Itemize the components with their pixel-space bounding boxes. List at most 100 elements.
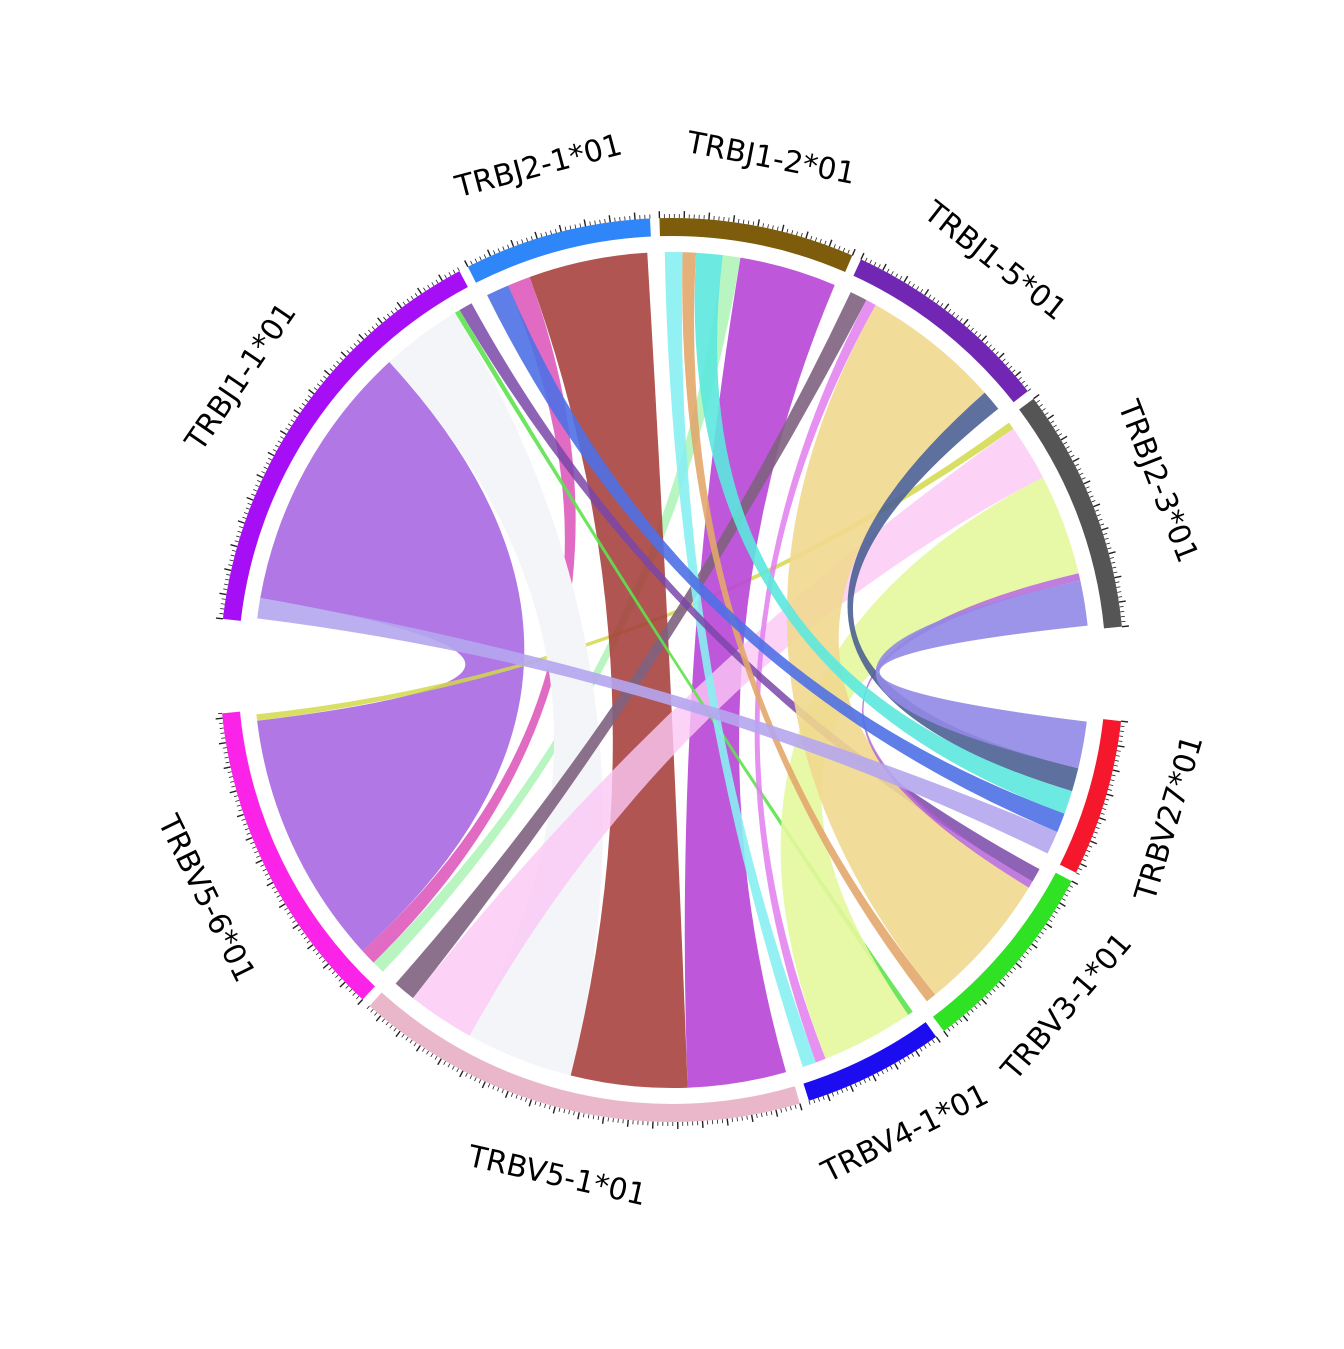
tick-mark bbox=[290, 916, 293, 918]
tick-mark bbox=[255, 485, 259, 487]
tick-mark bbox=[1109, 552, 1116, 554]
tick-mark bbox=[368, 330, 371, 333]
tick-mark bbox=[851, 1085, 854, 1091]
tick-mark bbox=[228, 772, 232, 773]
tick-mark bbox=[985, 341, 988, 344]
tick-mark bbox=[277, 895, 280, 897]
tick-mark bbox=[221, 738, 225, 739]
tick-mark bbox=[1064, 442, 1067, 444]
tick-mark bbox=[265, 874, 269, 876]
tick-mark bbox=[1032, 944, 1038, 948]
tick-mark bbox=[261, 865, 265, 867]
tick-mark bbox=[870, 260, 872, 264]
tick-mark bbox=[231, 786, 235, 787]
tick-mark bbox=[1100, 524, 1104, 525]
tick-mark bbox=[873, 1075, 876, 1081]
tick-mark bbox=[809, 1101, 810, 1105]
tick-mark bbox=[374, 1012, 377, 1015]
tick-mark bbox=[219, 743, 226, 744]
tick-mark bbox=[904, 276, 908, 282]
tick-mark bbox=[1115, 582, 1119, 583]
tick-mark bbox=[1118, 597, 1122, 598]
tick-mark bbox=[1064, 894, 1067, 896]
tick-mark bbox=[570, 226, 571, 230]
tick-mark bbox=[948, 309, 950, 312]
tick-mark bbox=[354, 343, 357, 346]
tick-mark bbox=[367, 1006, 370, 1009]
tick-mark bbox=[411, 296, 413, 299]
tick-mark bbox=[882, 1070, 884, 1074]
tick-mark bbox=[787, 229, 788, 233]
tick-mark bbox=[600, 220, 601, 224]
tick-mark bbox=[916, 1051, 920, 1057]
tick-mark bbox=[1105, 538, 1109, 539]
tick-mark bbox=[1082, 478, 1086, 480]
segment-label: TRBV4-1*01 bbox=[815, 1077, 994, 1190]
segment-label: TRBJ2-3*01 bbox=[1110, 395, 1205, 568]
tick-mark bbox=[1088, 491, 1092, 493]
tick-mark bbox=[1034, 395, 1040, 399]
tick-mark bbox=[232, 550, 236, 551]
tick-mark bbox=[1095, 510, 1099, 511]
tick-mark bbox=[546, 232, 547, 236]
tick-mark bbox=[598, 1116, 599, 1120]
tick-mark bbox=[479, 1080, 481, 1084]
tick-mark bbox=[273, 449, 277, 451]
tick-mark bbox=[257, 480, 261, 482]
tick-mark bbox=[1019, 959, 1022, 962]
tick-mark bbox=[771, 1111, 772, 1115]
tick-mark bbox=[848, 250, 850, 254]
tick-mark bbox=[540, 1103, 541, 1107]
tick-mark bbox=[1039, 404, 1042, 406]
tick-mark bbox=[253, 489, 257, 491]
tick-mark bbox=[452, 1066, 454, 1070]
tick-mark bbox=[238, 810, 242, 811]
tick-mark bbox=[457, 1068, 459, 1072]
tick-mark bbox=[402, 1034, 404, 1037]
tick-mark bbox=[1114, 765, 1118, 766]
tick-mark bbox=[238, 521, 245, 523]
tick-mark bbox=[777, 227, 778, 231]
tick-mark bbox=[874, 262, 876, 266]
tick-mark bbox=[256, 856, 260, 858]
tick-mark bbox=[1028, 389, 1031, 391]
tick-mark bbox=[480, 257, 482, 261]
tick-mark bbox=[223, 748, 227, 749]
tick-mark bbox=[908, 281, 910, 284]
tick-mark bbox=[396, 1031, 400, 1037]
tick-mark bbox=[242, 517, 246, 518]
tick-mark bbox=[544, 1104, 545, 1108]
tick-mark bbox=[228, 565, 232, 566]
tick-mark bbox=[772, 225, 773, 229]
tick-mark bbox=[488, 1084, 490, 1088]
tick-mark bbox=[1093, 504, 1100, 507]
tick-mark bbox=[1022, 956, 1025, 959]
tick-mark bbox=[1099, 519, 1103, 520]
tick-mark bbox=[395, 308, 397, 311]
tick-mark bbox=[313, 949, 316, 951]
tick-mark bbox=[564, 1109, 565, 1113]
tick-mark bbox=[242, 819, 246, 820]
tick-mark bbox=[535, 232, 537, 239]
tick-mark bbox=[1107, 794, 1114, 796]
tick-mark bbox=[634, 213, 635, 220]
tick-mark bbox=[317, 384, 320, 387]
tick-mark bbox=[584, 219, 585, 226]
tick-mark bbox=[758, 219, 759, 226]
tick-mark bbox=[732, 1118, 733, 1122]
tick-mark bbox=[376, 1016, 381, 1021]
tick-mark bbox=[221, 604, 225, 605]
tick-mark bbox=[907, 1056, 909, 1059]
tick-mark bbox=[386, 1022, 389, 1025]
tick-mark bbox=[444, 1061, 446, 1064]
tick-mark bbox=[503, 247, 504, 251]
tick-mark bbox=[737, 1117, 738, 1121]
tick-mark bbox=[1071, 455, 1075, 457]
tick-mark bbox=[792, 230, 793, 234]
tick-mark bbox=[1101, 813, 1105, 814]
tick-mark bbox=[971, 328, 974, 331]
tick-mark bbox=[1059, 903, 1065, 907]
tick-mark bbox=[1057, 907, 1060, 909]
tick-mark bbox=[1116, 587, 1120, 588]
tick-mark bbox=[350, 347, 353, 350]
